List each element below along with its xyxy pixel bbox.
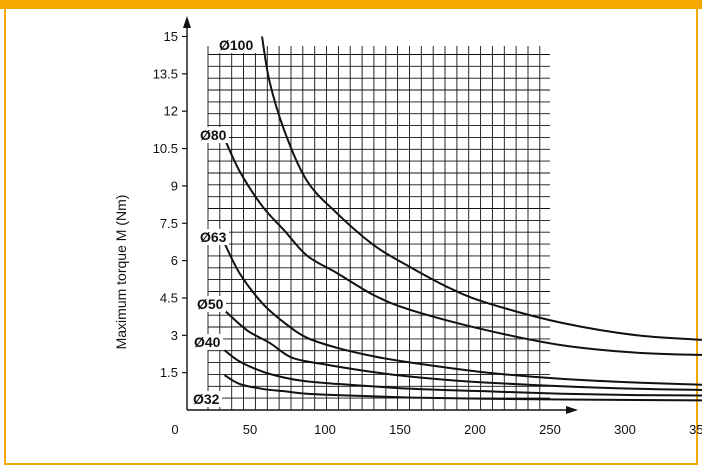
y-tick-label: 6 (171, 253, 178, 268)
x-tick-label: 250 (539, 422, 561, 437)
x-tick-label: 350 (689, 422, 702, 437)
series-line-63 (223, 242, 702, 386)
series-line-100 (261, 36, 702, 341)
y-tick-label: 15 (164, 29, 178, 44)
y-axis-label: Maximum torque M (Nm) (113, 194, 129, 350)
x-tick-label: 0 (171, 422, 178, 437)
series-label-backdrop (198, 229, 229, 245)
series-label-40: Ø40 (194, 334, 221, 350)
series-label-32: Ø32 (193, 391, 220, 407)
series-label-backdrop (195, 296, 226, 312)
series-label-backdrop (192, 334, 223, 350)
series-label-50: Ø50 (197, 296, 224, 312)
y-tick-label: 10.5 (153, 141, 178, 156)
series-label-63: Ø63 (200, 229, 227, 245)
y-tick-label: 12 (164, 104, 178, 119)
y-tick-label: 4.5 (160, 290, 178, 305)
x-tick-label: 200 (464, 422, 486, 437)
grid (207, 46, 550, 411)
series-line-50 (223, 309, 702, 391)
y-tick-label: 3 (171, 328, 178, 343)
top-accent-band (0, 0, 702, 9)
y-tick-label: 13.5 (153, 66, 178, 81)
series-label-backdrop (198, 127, 229, 143)
series-label-backdrop (217, 37, 257, 53)
chart-frame (4, 9, 698, 465)
x-tick-label: 100 (314, 422, 336, 437)
series-line-32 (223, 374, 702, 402)
series-label-80: Ø80 (200, 127, 227, 143)
y-tick-label: 9 (171, 178, 178, 193)
x-tick-label: 150 (389, 422, 411, 437)
series-label-100: Ø100 (219, 37, 253, 53)
y-tick-label: 7.5 (160, 216, 178, 231)
x-axis-arrow-icon (566, 406, 578, 414)
y-axis-arrow-icon (183, 16, 191, 28)
x-tick-label: 300 (614, 422, 636, 437)
x-tick-label: 50 (243, 422, 257, 437)
series-line-80 (223, 138, 702, 356)
series-line-40 (223, 349, 702, 397)
y-tick-label: 1.5 (160, 365, 178, 380)
series-label-backdrop (191, 391, 222, 407)
